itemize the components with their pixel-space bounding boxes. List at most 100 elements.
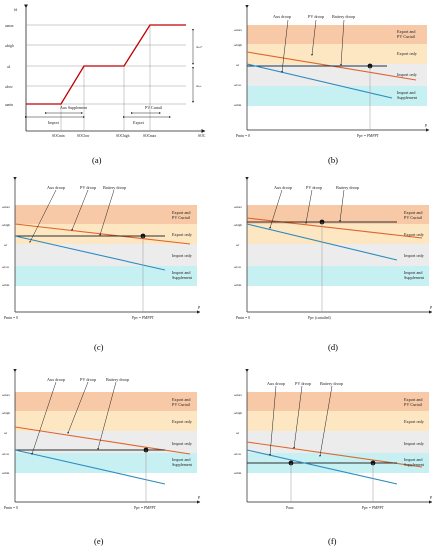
panel-f-legend-bat: Battery droop [320,381,343,386]
panel-f: ωmax ωhigh ωl ωlow ωmin Aux droop PV dro… [234,368,433,546]
panel-b-ylabel-max: ωmax [234,28,242,32]
panel-c-x1: Ppv = PMPPT [132,316,155,320]
panel-c-legend-aux: Aux droop [47,185,65,190]
panel-f-leader-aux [269,385,277,456]
panel-d-band-export-curtail [247,205,429,224]
panel-a-ylabel-high: ωhigh [5,44,14,48]
panel-b-leader-pv [311,19,317,56]
panel-e-band-import-supp [15,453,197,473]
panel-f-band-export-curtail [247,392,429,411]
panel-b: ωmax ωhigh ωl ωlow ωmin Aux droop PV dro… [234,4,430,165]
panel-c: ωmax ωhigh ωl ωlow ωmin Aux droop PV dro… [2,176,201,352]
panel-e-legend-aux: Aux droop [47,377,65,382]
panel-c-leader-aux [29,189,57,243]
panel-e-band1-l2: PV Curtail [172,402,191,407]
panel-d-legend-bat: Battery droop [336,185,359,190]
panel-f-ylabel-low: ωlow [234,452,242,456]
panel-d-ylabel-high: ωhigh [234,223,242,227]
panel-a: ω ωmax ωhigh ωl ωlow ωmin Δω+ Δω- Aux Su… [5,4,206,165]
panel-b-leader-bat [340,19,345,66]
panel-e-band-export-curtail [15,392,197,411]
panel-a-region-export: Export [133,120,145,125]
panel-d-legend-pv: PV droop [306,185,322,190]
panel-f-caption: (f) [328,536,337,546]
panel-f-ylabel-high: ωhigh [234,411,242,415]
panel-a-ylabel-min: ωmin [5,103,13,107]
panel-f-band4-l1: Import and [404,457,423,462]
panel-d-leader-bat [339,189,345,222]
panel-a-region-pv-curtail: PV Curtail [145,105,163,110]
panel-b-band4-l2: Supplement [397,95,418,100]
panel-e-band3: Import only [172,441,193,446]
panel-b-x0: Pmin = 0 [236,134,250,138]
panel-d-x0: Pmin = 0 [236,316,250,320]
panel-b-band1-l1: Export and [397,29,416,34]
panel-c-band1-l1: Export and [172,210,191,215]
panel-b-ylabel-low: ωlow [234,83,242,87]
panel-f-band-import-only [247,431,429,453]
panel-a-xlabel-socmax: SOCmax [143,134,156,138]
panel-e-xaxis: P [198,495,201,500]
panel-b-ylabel-l: ωl [236,63,239,67]
panel-f-legend-aux: Aux droop [267,381,285,386]
panel-e-ylabel-max: ωmax [2,393,10,397]
panel-f-xaxis: P [430,495,433,500]
panel-e-band-import-only [15,431,197,453]
panel-f-leader-pv [293,385,303,449]
panel-f-x1: Ppv = PMPPT [362,506,385,510]
panel-e: ωmax ωhigh ωl ωlow ωmin Aux droop PV dro… [2,368,201,546]
panel-d-ylabel-l: ωl [236,243,239,247]
panel-e-ylabel-low: ωlow [2,452,10,456]
panel-c-leader-pv [71,189,89,231]
panel-f-aux-droop [246,449,398,485]
panel-e-ylabel-l: ωl [4,431,7,435]
panel-a-caption: (a) [92,155,102,165]
panel-c-caption: (c) [94,342,104,352]
panel-d: ωmax ωhigh ωl ωlow ωmin Aux droop PV dro… [234,176,433,352]
panel-f-x0: Paux [286,506,294,510]
panel-d-band3: Import only [404,253,425,258]
panel-c-x0: Pmin = 0 [4,316,18,320]
panel-b-legend-pv: PV droop [308,14,324,19]
panel-e-aux-droop [14,449,166,485]
panel-f-band4-l2: Supplement [404,462,425,467]
panel-b-band-export-curtail [247,25,427,44]
panel-d-band-import-supp [247,266,429,286]
panel-d-band4-l1: Import and [404,270,423,275]
panel-d-leader-pv [305,189,313,224]
panel-e-leader-bat [97,381,117,450]
panel-f-leader-bat [319,385,333,457]
panel-e-band2: Export only [172,419,193,424]
panel-c-pv-droop [14,223,191,245]
panel-f-ylabel-min: ωmin [234,471,242,475]
panel-b-band-import-supp [247,86,427,106]
panel-a-ylabel-low: ωlow [5,85,13,89]
panel-c-legend-bat: Battery droop [103,185,126,190]
panel-b-legend-aux: Aux droop [273,14,291,19]
panel-d-band-export-only [247,224,429,244]
panel-c-band4-l1: Import and [172,270,191,275]
panel-a-region-aux: Aux Supplement [60,105,88,110]
panel-e-caption: (e) [94,536,104,546]
panel-d-band1-l2: PV Curtail [404,215,423,220]
panel-b-ylabel-high: ωhigh [234,43,242,47]
panel-d-ylabel-max: ωmax [234,205,242,209]
panel-a-ylabel-max: ωmax [5,24,14,28]
panel-c-leader-bat [99,189,115,236]
panel-d-band4-l2: Supplement [404,275,425,280]
panel-e-band4-l2: Supplement [172,462,193,467]
panel-c-ylabel-l: ωl [4,243,7,247]
panel-d-band-import-only [247,244,429,266]
panel-b-ylabel-min: ωmin [234,103,242,107]
panel-d-xaxis: P [430,305,433,310]
panel-b-operating-point [367,63,373,69]
panel-a-xlabel-soc: SOC [198,134,206,138]
panel-b-caption: (b) [328,155,338,165]
panel-b-band2: Export only [397,51,418,56]
panel-c-band-import-only [15,244,197,266]
panel-d-ylabel-low: ωlow [234,265,242,269]
panel-d-band1-l1: Export and [404,210,423,215]
panel-b-band3: Import only [397,72,418,77]
panel-b-x1: Ppv = PMPPT [357,134,380,138]
